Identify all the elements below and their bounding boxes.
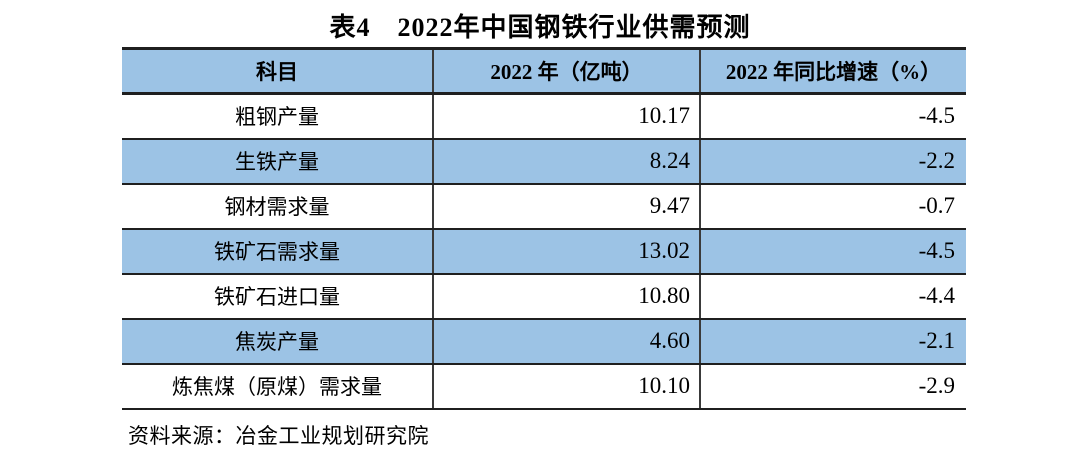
table-header-row: 科目 2022 年（亿吨） 2022 年同比增速（%） bbox=[122, 48, 966, 95]
row-value: 13.02 bbox=[432, 228, 700, 275]
row-growth: -2.1 bbox=[699, 318, 966, 365]
row-label: 钢材需求量 bbox=[122, 183, 433, 230]
row-label: 焦炭产量 bbox=[122, 318, 433, 365]
row-label: 铁矿石需求量 bbox=[122, 228, 433, 275]
row-value: 10.17 bbox=[432, 93, 700, 140]
row-growth: -2.9 bbox=[699, 363, 966, 410]
column-header-growth: 2022 年同比增速（%） bbox=[699, 48, 966, 95]
row-value: 4.60 bbox=[432, 318, 700, 365]
table-row: 钢材需求量 9.47 -0.7 bbox=[122, 183, 966, 230]
row-growth: -2.2 bbox=[699, 138, 966, 185]
table-row: 粗钢产量 10.17 -4.5 bbox=[122, 93, 966, 140]
row-growth: -4.4 bbox=[699, 273, 966, 320]
row-growth: -0.7 bbox=[699, 183, 966, 230]
source-note: 资料来源：冶金工业规划研究院 bbox=[128, 424, 429, 448]
row-value: 10.80 bbox=[432, 273, 700, 320]
table-row: 生铁产量 8.24 -2.2 bbox=[122, 138, 966, 185]
supply-demand-forecast-table: 科目 2022 年（亿吨） 2022 年同比增速（%） 粗钢产量 10.17 -… bbox=[122, 47, 966, 410]
table-row: 铁矿石进口量 10.80 -4.4 bbox=[122, 273, 966, 320]
row-label: 生铁产量 bbox=[122, 138, 433, 185]
row-label: 粗钢产量 bbox=[122, 93, 433, 140]
row-value: 10.10 bbox=[432, 363, 700, 410]
table-row: 炼焦煤（原煤）需求量 10.10 -2.9 bbox=[122, 363, 966, 410]
table-row: 铁矿石需求量 13.02 -4.5 bbox=[122, 228, 966, 275]
column-header-item: 科目 bbox=[122, 48, 433, 95]
row-value: 9.47 bbox=[432, 183, 700, 230]
row-label: 铁矿石进口量 bbox=[122, 273, 433, 320]
row-label: 炼焦煤（原煤）需求量 bbox=[122, 363, 433, 410]
row-growth: -4.5 bbox=[699, 93, 966, 140]
table-title: 表4 2022年中国钢铁行业供需预测 bbox=[329, 13, 751, 42]
table-row: 焦炭产量 4.60 -2.1 bbox=[122, 318, 966, 365]
column-header-value: 2022 年（亿吨） bbox=[432, 48, 700, 95]
row-value: 8.24 bbox=[432, 138, 700, 185]
row-growth: -4.5 bbox=[699, 228, 966, 275]
